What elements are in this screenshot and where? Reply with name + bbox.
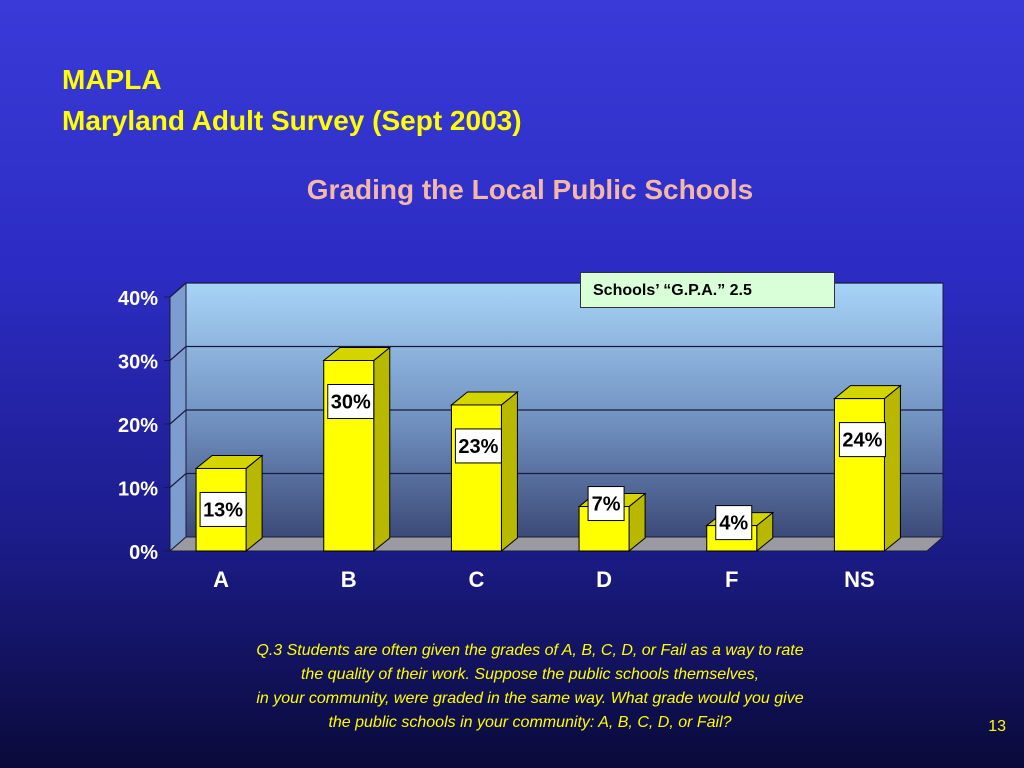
x-category-label: F xyxy=(725,567,738,592)
data-label: 7% xyxy=(592,494,621,516)
data-label-box xyxy=(587,486,625,522)
question-line: in your community, were graded in the sa… xyxy=(256,690,804,707)
x-category-label: B xyxy=(341,567,357,592)
bar-side xyxy=(373,346,391,553)
bar-group: 30% xyxy=(322,346,392,553)
gpa-annotation: Schools’ “G.P.A.” 2.5 xyxy=(580,272,835,308)
slide-title-line1: MAPLA xyxy=(62,64,162,95)
x-category-label: A xyxy=(213,567,229,592)
y-tick-label: 0% xyxy=(129,542,158,564)
y-tick-label: 10% xyxy=(118,479,158,501)
bar-group: 23% xyxy=(450,390,519,553)
bar xyxy=(833,398,885,552)
x-category-label: NS xyxy=(844,567,875,592)
chart-plot-area xyxy=(164,281,945,553)
data-label: 13% xyxy=(203,499,243,521)
chart-axis-labels: 0% 10% 20% 30% 40% A B C D F NS xyxy=(118,288,875,592)
data-label-box xyxy=(199,491,247,527)
question-line: the quality of their work. Suppose the p… xyxy=(300,666,760,683)
bar-side xyxy=(245,454,263,553)
x-category-label: C xyxy=(468,567,484,592)
bar-group: 24% xyxy=(833,384,902,553)
survey-question: Q.3 Students are often given the grades … xyxy=(130,639,930,735)
data-label: 30% xyxy=(331,392,371,414)
chart-bars: 13% 30% 23% 7% 4% 24% xyxy=(194,346,902,553)
page-number: 13 xyxy=(988,718,1006,735)
data-label-box xyxy=(838,422,886,458)
bar-side xyxy=(500,390,518,553)
y-tick-label: 20% xyxy=(118,415,158,437)
data-label: 24% xyxy=(842,430,882,452)
y-tick-label: 40% xyxy=(118,288,158,310)
data-label-box xyxy=(327,384,375,419)
bar-group: 4% xyxy=(705,505,775,553)
y-tick-label: 30% xyxy=(118,352,158,374)
bar-group: 7% xyxy=(577,486,647,553)
bar-side xyxy=(883,384,901,553)
data-label-box xyxy=(715,505,753,541)
data-label: 4% xyxy=(719,513,748,535)
gridline xyxy=(169,472,943,488)
chart-floor xyxy=(168,536,945,552)
data-label: 23% xyxy=(458,436,498,458)
chart-title: Grading the Local Public Schools xyxy=(306,174,754,205)
question-line: the public schools in your community: A,… xyxy=(328,714,732,731)
slide-title-line2: Maryland Adult Survey (Sept 2003) xyxy=(62,105,522,136)
data-label-box xyxy=(454,428,502,464)
bar-group: 13% xyxy=(194,454,264,553)
bar xyxy=(450,404,502,552)
gridline xyxy=(169,409,943,425)
x-category-label: D xyxy=(596,567,612,592)
gridline xyxy=(169,345,943,361)
question-line: Q.3 Students are often given the grades … xyxy=(256,642,804,659)
